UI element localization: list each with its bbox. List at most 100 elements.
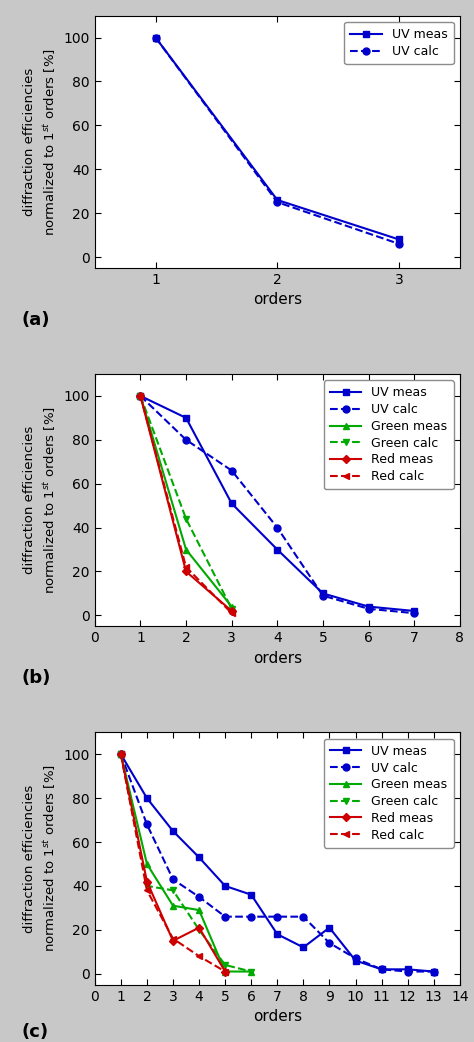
Green meas: [229, 600, 235, 613]
UV meas: [274, 543, 280, 555]
Green calc: [170, 884, 176, 896]
UV calc: [365, 602, 371, 615]
UV calc: [327, 937, 332, 949]
UV calc: [229, 465, 235, 477]
Legend: UV meas, UV calc, Green meas, Green calc, Red meas, Red calc: UV meas, UV calc, Green meas, Green calc…: [324, 739, 454, 848]
UV meas: [248, 889, 254, 901]
Line: Red meas: Red meas: [137, 393, 235, 614]
UV calc: [248, 911, 254, 923]
UV meas: [320, 588, 326, 600]
Green calc: [183, 513, 189, 525]
Red meas: [144, 875, 150, 888]
Line: UV meas: UV meas: [137, 393, 418, 615]
UV meas: [274, 928, 280, 941]
Line: UV meas: UV meas: [152, 34, 402, 243]
UV calc: [405, 965, 410, 977]
UV meas: [411, 604, 417, 617]
Green meas: [137, 390, 143, 402]
Red meas: [222, 965, 228, 977]
Line: UV calc: UV calc: [137, 393, 418, 617]
Green meas: [248, 965, 254, 977]
Green calc: [222, 959, 228, 971]
Text: (a): (a): [22, 311, 50, 329]
UV meas: [431, 965, 437, 977]
Red calc: [229, 606, 235, 619]
Red meas: [118, 748, 124, 761]
X-axis label: orders: orders: [253, 293, 302, 307]
Red calc: [222, 965, 228, 977]
Green meas: [144, 858, 150, 870]
Red calc: [196, 950, 202, 963]
UV calc: [222, 911, 228, 923]
UV meas: [222, 879, 228, 892]
UV meas: [144, 792, 150, 804]
UV calc: [196, 891, 202, 903]
Line: Red calc: Red calc: [118, 751, 228, 974]
Legend: UV meas, UV calc, Green meas, Green calc, Red meas, Red calc: UV meas, UV calc, Green meas, Green calc…: [324, 380, 454, 490]
Line: UV calc: UV calc: [118, 751, 437, 975]
Red meas: [137, 390, 143, 402]
UV calc: [137, 390, 143, 402]
UV calc: [153, 31, 158, 44]
X-axis label: orders: orders: [253, 651, 302, 666]
Red meas: [183, 565, 189, 577]
Line: Green calc: Green calc: [137, 393, 235, 613]
Green meas: [222, 965, 228, 977]
UV meas: [365, 600, 371, 613]
UV calc: [118, 748, 124, 761]
UV calc: [353, 952, 358, 965]
UV meas: [153, 31, 158, 44]
UV meas: [327, 921, 332, 934]
Green calc: [196, 923, 202, 936]
UV meas: [229, 497, 235, 510]
Green calc: [248, 965, 254, 977]
UV meas: [274, 194, 280, 206]
Green meas: [118, 748, 124, 761]
UV meas: [379, 963, 384, 975]
UV calc: [274, 196, 280, 208]
UV meas: [301, 941, 306, 953]
Green calc: [229, 602, 235, 615]
Line: UV calc: UV calc: [152, 34, 402, 247]
UV meas: [405, 963, 410, 975]
Line: Green meas: Green meas: [137, 393, 235, 610]
Red calc: [118, 748, 124, 761]
X-axis label: orders: orders: [253, 1009, 302, 1024]
UV calc: [170, 873, 176, 886]
Red calc: [183, 561, 189, 573]
Red calc: [144, 884, 150, 896]
UV calc: [183, 433, 189, 446]
Y-axis label: diffraction efficiencies
normalized to 1$^{st}$ orders [%]: diffraction efficiencies normalized to 1…: [23, 406, 58, 594]
Red meas: [229, 604, 235, 617]
Green calc: [137, 390, 143, 402]
UV calc: [144, 818, 150, 830]
Text: (b): (b): [22, 669, 51, 688]
Legend: UV meas, UV calc: UV meas, UV calc: [344, 22, 454, 65]
UV calc: [379, 963, 384, 975]
Red calc: [137, 390, 143, 402]
Green calc: [118, 748, 124, 761]
UV calc: [396, 238, 402, 250]
Text: (c): (c): [22, 1022, 49, 1041]
UV meas: [196, 851, 202, 864]
UV calc: [320, 590, 326, 602]
UV calc: [301, 911, 306, 923]
Red meas: [170, 935, 176, 947]
UV calc: [274, 521, 280, 534]
Line: Green calc: Green calc: [118, 751, 255, 975]
Line: Red calc: Red calc: [137, 393, 235, 616]
Green meas: [170, 899, 176, 912]
UV calc: [431, 965, 437, 977]
UV meas: [183, 412, 189, 424]
Green calc: [144, 879, 150, 892]
Y-axis label: diffraction efficiencies
normalized to 1$^{st}$ orders [%]: diffraction efficiencies normalized to 1…: [23, 765, 58, 952]
Red meas: [196, 921, 202, 934]
Line: Red meas: Red meas: [118, 751, 228, 974]
UV calc: [411, 606, 417, 619]
UV meas: [396, 233, 402, 246]
Line: UV meas: UV meas: [118, 751, 437, 975]
UV meas: [353, 954, 358, 967]
UV meas: [170, 825, 176, 838]
Y-axis label: diffraction efficiencies
normalized to 1$^{st}$ orders [%]: diffraction efficiencies normalized to 1…: [23, 48, 58, 235]
UV meas: [137, 390, 143, 402]
